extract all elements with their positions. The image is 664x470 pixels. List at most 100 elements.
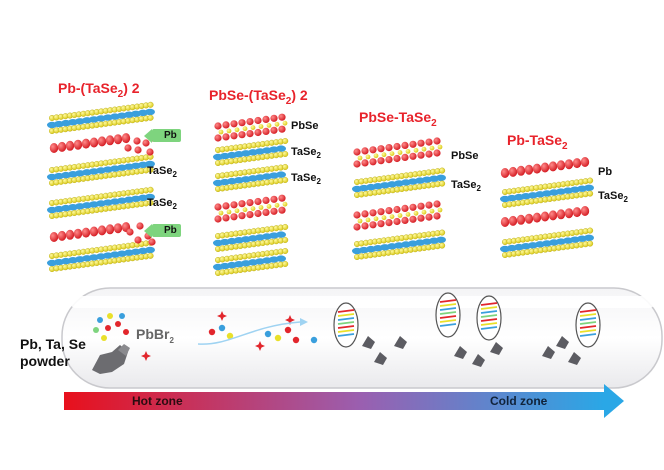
tase2-label: TaSe2 (147, 197, 177, 212)
tase2-layer (213, 171, 286, 187)
crystal-zoom-ellipse (333, 302, 359, 348)
tase2-layer (47, 160, 155, 181)
pb-atom (134, 236, 142, 244)
tase2-label: TaSe2 (147, 165, 177, 180)
vapor-species (107, 313, 113, 319)
crystal-layer-line (480, 326, 498, 330)
pb-atom (133, 137, 141, 145)
crystal-layer-line (480, 318, 498, 322)
crystal-grain (542, 346, 555, 359)
vapor-species (274, 334, 282, 342)
tase2-layer (47, 246, 155, 267)
se-atom-row (502, 177, 594, 195)
se-atom-row (354, 242, 446, 260)
crystal-layer-line (337, 321, 355, 325)
crystal-layer-line (579, 321, 597, 325)
tase2-label: TaSe2 (451, 179, 481, 194)
crystal-layer-line (439, 299, 457, 303)
tase2-layer (352, 174, 446, 193)
vapor-species (226, 332, 234, 340)
tase2-label: TaSe2 (598, 190, 628, 205)
pbse-label: PbSe (451, 150, 479, 162)
vapor-species (218, 324, 226, 332)
tase2-layer (352, 236, 446, 255)
se-atom-row (354, 180, 446, 198)
vapor-species (208, 328, 216, 336)
se-atom-row (49, 153, 154, 173)
se-atom-row (49, 252, 154, 273)
se-atom-row (214, 176, 289, 192)
tase2-label: TaSe2 (291, 146, 321, 161)
crystal-grain (568, 352, 581, 365)
crystal-layer-line (480, 306, 498, 310)
transport-agent-label: PbBr2 (136, 326, 174, 345)
crystal-layer-line (579, 317, 597, 321)
hot-zone-label: Hot zone (132, 394, 183, 408)
vapor-species (284, 326, 292, 334)
se-atom-row (502, 190, 594, 208)
vapor-species (264, 330, 272, 338)
sparkle-icon (255, 341, 265, 351)
pb-atom (136, 222, 144, 230)
se-atom-row (214, 137, 289, 153)
tase2-layer (500, 184, 594, 203)
pbse-label: PbSe (291, 120, 319, 132)
flow-arrow (197, 321, 301, 345)
crystal-grain (472, 354, 485, 367)
crystal-grain (374, 352, 387, 365)
crystal-layer-line (439, 323, 457, 327)
se-atom-row (49, 199, 154, 219)
layered-structures (47, 101, 594, 277)
crystal-layer-line (439, 307, 457, 311)
se-atom-row (214, 163, 289, 179)
se-atom-row (214, 236, 289, 252)
vapor-species (292, 336, 300, 344)
se-atom-row (49, 166, 154, 186)
crystal-grain (556, 336, 569, 349)
pb-atom (148, 238, 156, 246)
se-atom-row (49, 186, 154, 206)
crystal-layer-line (480, 322, 498, 326)
crystal-grain (454, 346, 467, 359)
pb-layer (49, 222, 131, 242)
temperature-gradient-arrow (64, 384, 624, 418)
vapor-species (310, 336, 318, 344)
sparkle-icon (285, 315, 295, 325)
crystal-zoom-ellipse (575, 302, 601, 348)
vapor-species (119, 313, 125, 319)
pb-layer (500, 206, 590, 227)
crystal-layer-line (480, 302, 498, 306)
tase2-layer (47, 193, 155, 214)
crystal-layer-line (480, 314, 498, 318)
pbse-layer (214, 113, 288, 142)
pbse-layer (353, 137, 443, 168)
sparkle-icon (217, 311, 227, 321)
crystal-zoom-ellipse (435, 292, 461, 338)
vapor-species (123, 329, 129, 335)
vapor-species (115, 321, 121, 327)
pb-atom (146, 148, 154, 156)
se-atom-row (214, 223, 289, 239)
pb-atom (124, 144, 132, 152)
flow-arrowhead (300, 318, 308, 326)
crystal-layer-line (337, 313, 355, 317)
crystal-layer-line (579, 313, 597, 317)
crystal-grain (362, 336, 375, 349)
crystal-layer-line (337, 333, 355, 337)
se-atom-row (502, 227, 594, 245)
pbse-layer (214, 194, 288, 223)
crystal-layer-line (480, 310, 498, 314)
vapor-species (105, 325, 111, 331)
se-atom-row (354, 167, 446, 185)
crystal-layer-line (439, 315, 457, 319)
crystal-grain (490, 342, 503, 355)
se-atom-row (49, 114, 154, 134)
crystal-grain (394, 336, 407, 349)
tase2-layer (47, 108, 155, 129)
crystal-layer-line (337, 329, 355, 333)
crystal-layer-line (439, 319, 457, 323)
quartz-tube (61, 287, 663, 389)
crystal-layer-line (439, 311, 457, 315)
pb-layer (500, 157, 590, 178)
